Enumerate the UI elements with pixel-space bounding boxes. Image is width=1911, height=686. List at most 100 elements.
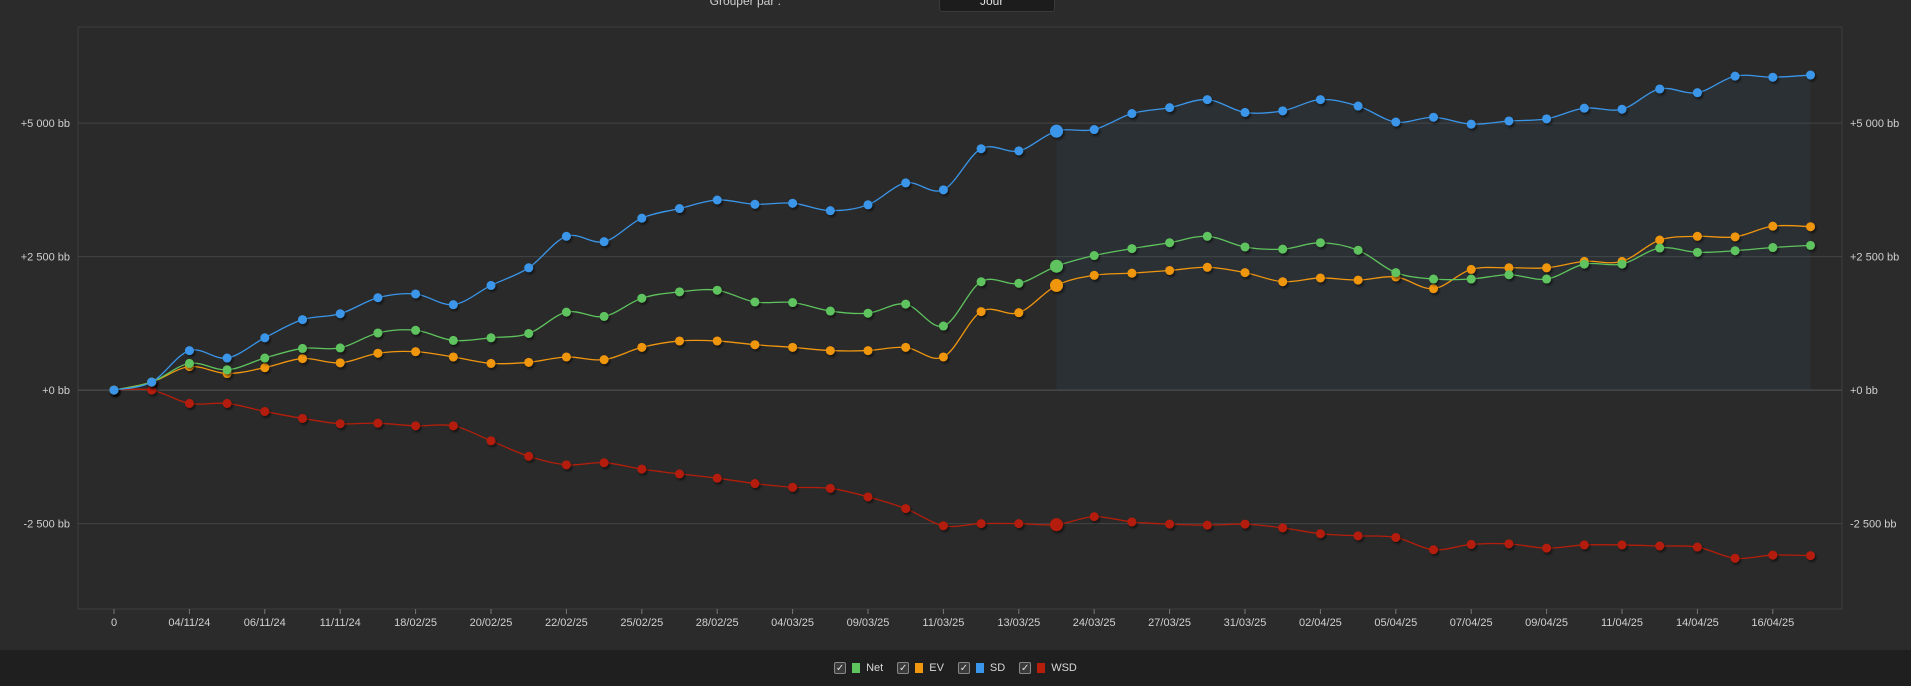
data-point-sd[interactable] xyxy=(976,144,986,154)
data-point-net[interactable] xyxy=(486,333,496,343)
data-point-wsd[interactable] xyxy=(1730,553,1740,563)
data-point-ev[interactable] xyxy=(750,340,760,350)
data-point-wsd[interactable] xyxy=(750,479,760,489)
data-point-net[interactable] xyxy=(976,277,986,287)
data-point-sd[interactable] xyxy=(938,185,948,195)
data-point-wsd[interactable] xyxy=(637,464,647,474)
data-point-wsd[interactable] xyxy=(976,519,986,529)
data-point-sd[interactable] xyxy=(222,353,232,363)
data-point-sd[interactable] xyxy=(1429,112,1438,122)
data-point-net[interactable] xyxy=(184,358,194,368)
data-point-net[interactable] xyxy=(561,307,571,317)
data-point-wsd[interactable] xyxy=(147,385,157,395)
data-point-ev[interactable] xyxy=(1050,278,1063,292)
data-point-wsd[interactable] xyxy=(222,398,232,408)
data-point-net[interactable] xyxy=(788,298,798,308)
data-point-ev[interactable] xyxy=(524,357,534,367)
data-point-sd[interactable] xyxy=(1127,108,1137,118)
data-point-sd[interactable] xyxy=(1655,84,1665,94)
data-point-ev[interactable] xyxy=(411,347,421,357)
data-point-sd[interactable] xyxy=(1165,103,1175,113)
legend-item-wsd[interactable]: ✓ WSD xyxy=(1019,662,1077,674)
legend-checkbox[interactable]: ✓ xyxy=(957,662,970,674)
legend-checkbox[interactable]: ✓ xyxy=(834,662,847,674)
data-point-sd[interactable] xyxy=(184,346,194,356)
data-point-sd[interactable] xyxy=(1202,95,1212,105)
data-point-wsd[interactable] xyxy=(1315,529,1325,539)
data-point-net[interactable] xyxy=(1692,247,1702,257)
data-point-sd[interactable] xyxy=(1315,95,1325,105)
data-point-wsd[interactable] xyxy=(1391,532,1401,542)
data-point-ev[interactable] xyxy=(712,336,722,346)
data-point-net[interactable] xyxy=(1127,244,1137,254)
data-point-sd[interactable] xyxy=(1278,106,1288,116)
legend-item-net[interactable]: ✓ Net xyxy=(834,662,883,674)
data-point-sd[interactable] xyxy=(863,200,873,210)
data-point-ev[interactable] xyxy=(863,346,873,356)
data-point-wsd[interactable] xyxy=(938,521,948,531)
data-point-wsd[interactable] xyxy=(448,421,458,431)
data-point-sd[interactable] xyxy=(637,213,647,223)
data-point-net[interactable] xyxy=(1014,278,1024,288)
data-point-sd[interactable] xyxy=(1391,117,1401,127)
data-point-sd[interactable] xyxy=(260,333,270,343)
data-point-net[interactable] xyxy=(448,335,458,345)
data-point-sd[interactable] xyxy=(1579,103,1589,113)
data-point-net[interactable] xyxy=(1768,243,1778,253)
data-point-wsd[interactable] xyxy=(1014,519,1024,529)
data-point-net[interactable] xyxy=(1542,274,1552,284)
data-point-ev[interactable] xyxy=(901,342,911,352)
data-point-wsd[interactable] xyxy=(524,451,534,461)
data-point-net[interactable] xyxy=(599,311,609,321)
data-point-sd[interactable] xyxy=(1542,114,1552,124)
data-point-sd[interactable] xyxy=(1014,146,1024,156)
data-point-net[interactable] xyxy=(524,328,534,338)
data-point-ev[interactable] xyxy=(1165,265,1175,275)
data-point-sd[interactable] xyxy=(109,385,119,395)
data-point-sd[interactable] xyxy=(788,198,798,208)
data-point-ev[interactable] xyxy=(1806,222,1815,232)
data-point-ev[interactable] xyxy=(1655,235,1665,245)
data-point-wsd[interactable] xyxy=(1617,540,1627,550)
data-point-sd[interactable] xyxy=(825,206,835,216)
data-point-sd[interactable] xyxy=(524,263,534,273)
data-point-sd[interactable] xyxy=(486,280,496,290)
data-point-wsd[interactable] xyxy=(1655,541,1665,551)
data-point-net[interactable] xyxy=(1617,259,1627,269)
data-point-wsd[interactable] xyxy=(863,492,873,502)
data-point-ev[interactable] xyxy=(1768,221,1778,231)
data-point-ev[interactable] xyxy=(1089,270,1099,280)
data-point-sd[interactable] xyxy=(1730,71,1740,81)
data-point-wsd[interactable] xyxy=(1768,550,1778,560)
data-point-sd[interactable] xyxy=(1050,124,1063,138)
data-point-wsd[interactable] xyxy=(561,460,571,470)
legend-item-sd[interactable]: ✓ SD xyxy=(957,662,1005,674)
data-point-wsd[interactable] xyxy=(373,418,383,428)
data-point-ev[interactable] xyxy=(1504,263,1514,273)
data-point-wsd[interactable] xyxy=(675,469,684,479)
data-point-sd[interactable] xyxy=(1692,88,1702,98)
data-point-ev[interactable] xyxy=(1127,268,1137,278)
data-point-net[interactable] xyxy=(1050,259,1063,273)
data-point-net[interactable] xyxy=(901,299,911,309)
data-point-wsd[interactable] xyxy=(486,436,496,446)
data-point-net[interactable] xyxy=(1504,270,1514,280)
data-point-wsd[interactable] xyxy=(335,419,345,429)
data-point-net[interactable] xyxy=(1165,238,1175,248)
data-point-wsd[interactable] xyxy=(1240,519,1250,529)
data-point-wsd[interactable] xyxy=(298,413,307,423)
data-point-wsd[interactable] xyxy=(788,482,798,492)
data-point-sd[interactable] xyxy=(1466,119,1476,129)
data-point-wsd[interactable] xyxy=(1692,542,1702,552)
data-point-net[interactable] xyxy=(1806,240,1815,250)
data-point-sd[interactable] xyxy=(411,289,421,299)
legend-checkbox[interactable]: ✓ xyxy=(1019,662,1032,674)
data-point-net[interactable] xyxy=(1730,246,1740,256)
data-point-net[interactable] xyxy=(863,308,873,318)
data-point-ev[interactable] xyxy=(1429,284,1438,294)
data-point-sd[interactable] xyxy=(1806,70,1815,80)
data-point-ev[interactable] xyxy=(486,358,496,368)
data-point-sd[interactable] xyxy=(1504,116,1514,126)
data-point-sd[interactable] xyxy=(599,237,609,247)
data-point-wsd[interactable] xyxy=(599,458,609,468)
